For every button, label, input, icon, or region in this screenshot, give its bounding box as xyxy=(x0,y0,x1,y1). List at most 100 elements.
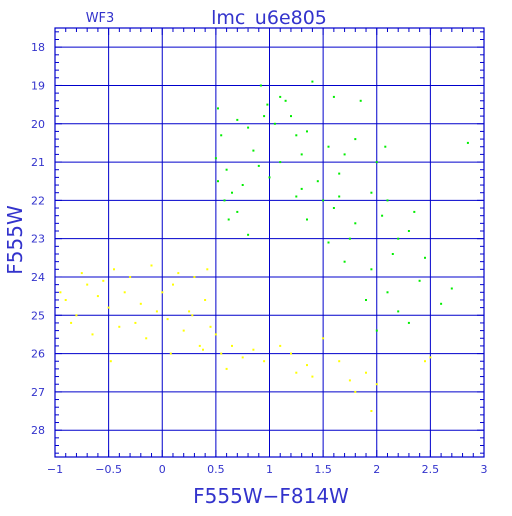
yellow-point xyxy=(198,344,201,347)
yellow-point xyxy=(109,360,112,363)
x-tick-label: 1.5 xyxy=(314,463,332,476)
green-point xyxy=(327,145,330,148)
green-point xyxy=(397,237,400,240)
yellow-point xyxy=(306,364,308,367)
green-point xyxy=(268,176,271,179)
yellow-point xyxy=(214,333,217,336)
yellow-point xyxy=(241,356,244,359)
yellow-point xyxy=(150,264,153,267)
axis-ticks: −1 −0.5 0 0.5 1 1.5 2 2.5 3 18 19 20 21 22 23 24 25 26 27 2… xyxy=(31,28,488,476)
green-point xyxy=(332,207,335,209)
y-tick-label: 25 xyxy=(31,309,45,322)
yellow-point xyxy=(118,325,121,328)
yellow-point xyxy=(86,283,89,286)
yellow-point xyxy=(365,371,367,374)
yellow-point xyxy=(252,348,255,351)
yellow-point xyxy=(290,352,292,355)
yellow-point xyxy=(113,268,115,271)
green-point xyxy=(407,321,410,324)
yellow-point xyxy=(188,310,191,313)
yellow-point xyxy=(64,299,67,301)
data-points xyxy=(59,80,469,412)
y-tick-label: 24 xyxy=(31,271,45,284)
green-point xyxy=(386,291,389,294)
yellow-point xyxy=(155,310,158,313)
green-point xyxy=(440,302,443,305)
green-point xyxy=(354,222,357,225)
green-point xyxy=(247,126,250,129)
yellow-point xyxy=(375,383,378,386)
yellow-point xyxy=(311,375,314,378)
yellow-point xyxy=(172,283,174,286)
yellow-point xyxy=(177,272,180,275)
yellow-point xyxy=(338,360,341,363)
yellow-point xyxy=(91,333,94,336)
green-point xyxy=(300,187,303,190)
yellow-point xyxy=(166,318,169,321)
green-point xyxy=(322,199,325,202)
green-point xyxy=(300,153,303,156)
green-point xyxy=(225,168,228,171)
yellow-point xyxy=(295,371,298,374)
green-point xyxy=(220,134,223,137)
y-tick-label: 27 xyxy=(31,386,45,399)
green-point xyxy=(214,157,217,160)
x-tick-label: 0 xyxy=(159,463,166,476)
green-point xyxy=(370,268,373,271)
y-tick-label: 21 xyxy=(31,156,45,169)
yellow-point xyxy=(145,337,148,340)
x-tick-label: 2.5 xyxy=(422,463,440,476)
green-point xyxy=(306,218,308,221)
green-point xyxy=(354,138,357,141)
green-point xyxy=(217,180,219,183)
yellow-point xyxy=(59,291,62,294)
green-point xyxy=(252,149,255,152)
chart-subtitle: WF3 xyxy=(86,11,115,26)
green-point xyxy=(386,199,389,202)
green-point xyxy=(365,299,367,301)
green-point xyxy=(332,95,335,98)
green-point xyxy=(247,233,250,236)
yellow-point xyxy=(191,314,194,317)
green-point xyxy=(397,310,400,313)
green-point xyxy=(359,99,362,102)
yellow-point xyxy=(204,299,207,301)
yellow-point xyxy=(182,329,185,332)
yellow-point xyxy=(169,352,172,355)
yellow-point xyxy=(96,295,99,298)
y-tick-label: 22 xyxy=(31,194,45,207)
green-point xyxy=(413,210,416,213)
green-point xyxy=(375,161,378,164)
green-point xyxy=(241,184,244,186)
green-point xyxy=(273,122,276,125)
y-tick-label: 18 xyxy=(31,41,45,54)
yellow-point xyxy=(193,276,196,278)
grid xyxy=(54,28,485,457)
y-tick-label: 26 xyxy=(31,348,45,361)
y-axis-label: F555W xyxy=(3,205,27,275)
green-point xyxy=(306,130,308,133)
green-point xyxy=(217,107,219,110)
y-tick-label: 23 xyxy=(31,233,45,246)
green-point xyxy=(259,84,262,87)
x-tick-label: −0.5 xyxy=(95,463,122,476)
green-point xyxy=(338,172,341,175)
yellow-point xyxy=(139,302,142,305)
green-point xyxy=(327,241,330,244)
green-point xyxy=(227,218,230,221)
y-tick-label: 20 xyxy=(31,118,45,131)
x-tick-label: 3 xyxy=(481,463,488,476)
yellow-point xyxy=(202,348,204,351)
green-point xyxy=(384,145,387,148)
green-point xyxy=(279,95,282,98)
green-point xyxy=(236,210,239,213)
yellow-point xyxy=(123,291,126,294)
yellow-point xyxy=(354,390,357,393)
yellow-point xyxy=(161,291,164,294)
yellow-point xyxy=(225,367,228,370)
yellow-point xyxy=(134,321,137,324)
green-point xyxy=(295,134,298,137)
yellow-point xyxy=(279,344,282,347)
